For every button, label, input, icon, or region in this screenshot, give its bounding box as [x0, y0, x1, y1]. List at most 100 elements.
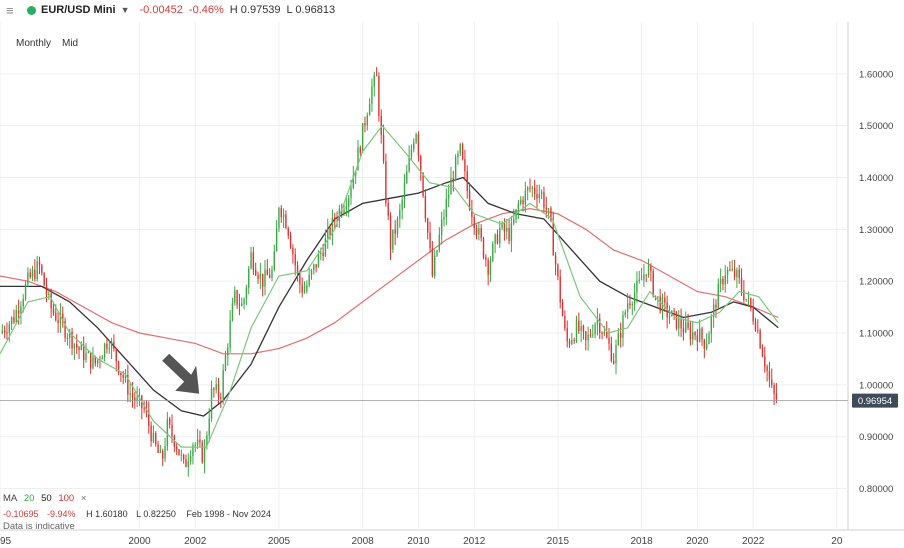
y-tick-label: 1.00000 — [859, 380, 893, 391]
ma20-period[interactable]: 20 — [23, 493, 35, 504]
candle-body — [89, 352, 92, 368]
candle-body — [724, 275, 726, 285]
candle-body — [164, 446, 166, 459]
candle-body — [710, 316, 713, 334]
candle-body — [698, 328, 701, 342]
candle-body — [599, 318, 601, 333]
candle-body — [41, 265, 43, 274]
candle-body — [640, 279, 643, 281]
candle-body — [703, 339, 706, 349]
candle-body — [82, 344, 85, 361]
candle-body — [120, 372, 122, 376]
remove-ma-icon[interactable]: × — [80, 493, 87, 504]
chevron-down-icon[interactable]: ▼ — [120, 5, 130, 15]
candle-body — [652, 271, 654, 296]
candle-body — [101, 356, 103, 360]
candle-body — [610, 343, 613, 362]
candle-body — [103, 343, 106, 357]
symbol-name[interactable]: EUR/USD Mini — [41, 4, 116, 16]
candle-body — [36, 261, 38, 280]
candle-body — [578, 320, 580, 331]
candle-body — [747, 298, 750, 300]
candle-body — [557, 264, 559, 277]
candle-body — [287, 228, 289, 236]
y-tick-label: 0.80000 — [859, 484, 893, 495]
last-price-box — [852, 393, 898, 408]
candle-body — [368, 103, 371, 116]
candle-body — [457, 153, 459, 158]
candle-body — [687, 322, 689, 328]
candle-body — [538, 193, 540, 199]
chart-grid — [0, 22, 904, 531]
ma100-period[interactable]: 100 — [58, 493, 75, 504]
candle-body — [636, 281, 638, 293]
candle-body — [57, 320, 59, 324]
candle-body — [475, 227, 478, 235]
candle-body — [545, 207, 547, 210]
candle-body — [617, 333, 620, 346]
x-axis: 1995200020022005200820102012201520182020… — [0, 536, 843, 547]
candle-body — [331, 217, 334, 236]
candle-body — [415, 134, 417, 143]
y-tick-label: 0.90000 — [859, 432, 893, 443]
candle-body — [185, 459, 187, 468]
ma50-period[interactable]: 50 — [41, 493, 52, 504]
candle-body — [771, 379, 773, 386]
candle-body — [757, 330, 759, 332]
candle-body — [108, 348, 110, 350]
candle-body — [689, 327, 692, 340]
candle-body — [550, 208, 552, 221]
candle-body — [440, 219, 443, 235]
candle-body — [268, 275, 271, 278]
y-tick-label: 1.20000 — [859, 277, 893, 288]
candle-body — [136, 396, 138, 401]
candle-body — [236, 290, 238, 305]
candle-body — [245, 287, 248, 300]
candle-body — [296, 265, 299, 274]
candle-body — [485, 257, 487, 260]
menu-icon[interactable]: ≡ — [6, 2, 14, 18]
price-change: -0.00452 — [139, 4, 183, 16]
candle-body — [705, 344, 708, 349]
candle-body — [638, 279, 640, 282]
x-tick-label: 2022 — [742, 536, 765, 547]
ma-legend: MA 20 50 100 × — [3, 493, 90, 504]
candle-body — [215, 384, 217, 390]
candle-body — [359, 147, 362, 153]
candle-body — [20, 306, 22, 314]
candle-body — [589, 334, 592, 336]
y-tick-label: 1.30000 — [859, 225, 893, 236]
candle-body — [438, 234, 441, 251]
candle-body — [427, 218, 429, 233]
interval-selector[interactable]: Monthly — [16, 38, 52, 49]
price-type-selector[interactable]: Mid — [62, 38, 79, 49]
candle-body — [129, 393, 131, 395]
candle-body — [773, 385, 775, 394]
candle-body — [712, 304, 715, 317]
candle-body — [608, 337, 610, 344]
candle-body — [315, 264, 317, 268]
candle-body — [324, 238, 327, 257]
candle-body — [754, 321, 757, 331]
candle-body — [659, 296, 661, 312]
candle-body — [561, 302, 564, 316]
candle-body — [492, 243, 494, 261]
candle-body — [87, 352, 90, 354]
candle-body — [389, 215, 392, 250]
candle-body — [508, 228, 510, 242]
candle-body — [387, 203, 389, 216]
candle-body — [522, 199, 524, 205]
candle-body — [308, 274, 310, 286]
candle-body — [575, 320, 578, 341]
candle-body — [529, 187, 531, 189]
candle-body — [582, 325, 585, 332]
candle-body — [392, 229, 394, 250]
candle-body — [27, 272, 29, 285]
candle-body — [78, 347, 80, 350]
candle-body — [48, 293, 50, 295]
candle-body — [210, 388, 213, 419]
range-change: -0.10695 — [3, 509, 39, 519]
x-tick-label: 2020 — [686, 536, 709, 547]
candle-body — [406, 171, 408, 184]
